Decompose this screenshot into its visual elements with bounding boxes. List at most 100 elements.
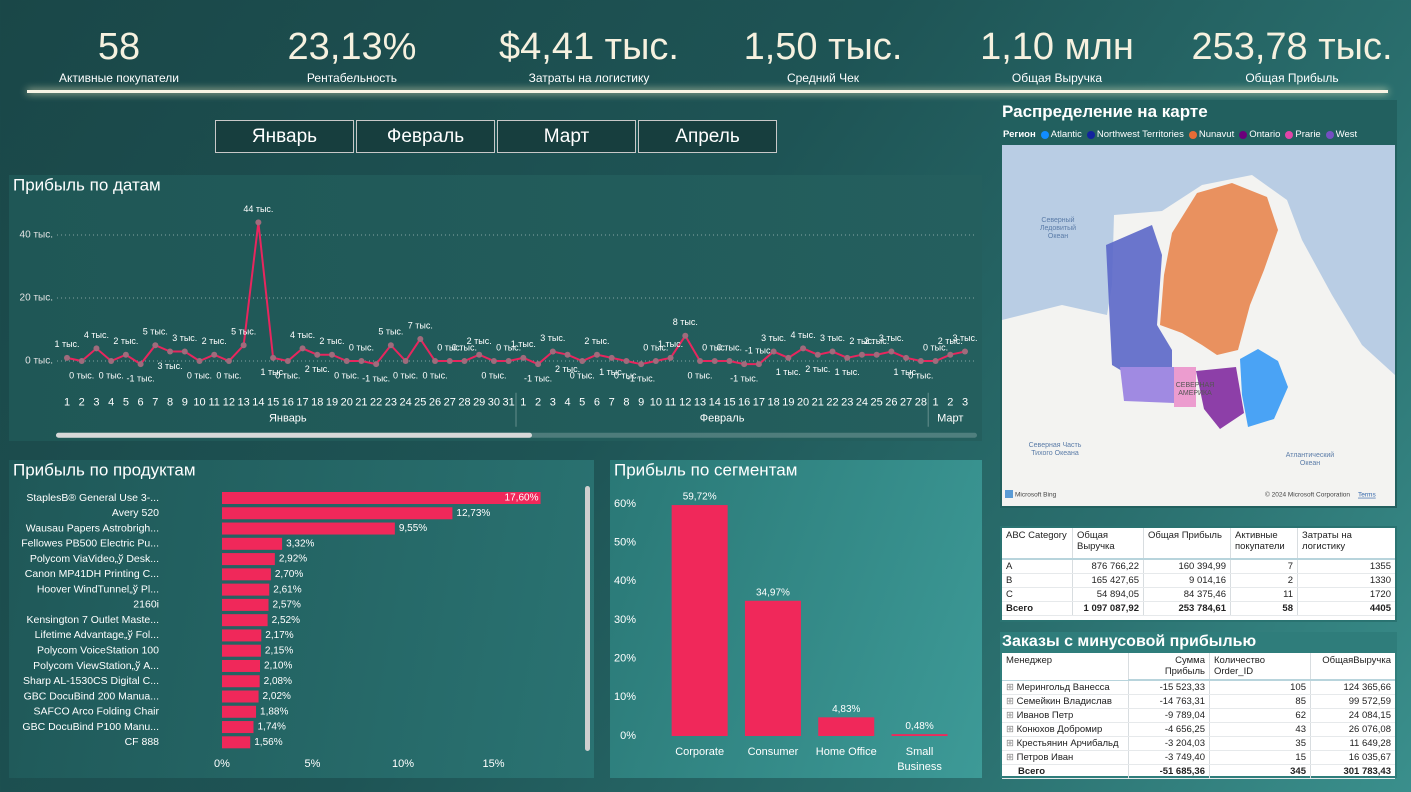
y-tick-label: GBC DocuBind 200 Manua...: [24, 690, 159, 702]
column-header[interactable]: Количество Order_ID: [1209, 653, 1311, 681]
month-button[interactable]: Март: [497, 120, 636, 153]
x-group-label: Февраль: [700, 413, 745, 425]
x-tick-label: 18: [311, 397, 323, 409]
table-cell: Семейкин Владислав: [1002, 694, 1129, 709]
table-cell: -9 789,04: [1128, 708, 1210, 723]
column-header[interactable]: ОбщаяВыручка: [1310, 653, 1395, 681]
scroll-thumb[interactable]: [56, 432, 532, 438]
y-tick-label: 0%: [620, 730, 636, 742]
column-header[interactable]: Общая Прибыль: [1143, 528, 1231, 560]
point: [505, 358, 512, 364]
x-tick-label: 7: [609, 397, 615, 409]
x-tick-label: 1: [64, 397, 70, 409]
data-label: 0 тыс.: [393, 370, 418, 380]
data-label: 8 тыс.: [673, 317, 698, 327]
data-label: -1 тыс.: [627, 374, 655, 384]
table-cell: 1355: [1297, 559, 1395, 574]
kpi-card: 23,13% Рентабельность: [232, 0, 472, 95]
y-tick-label: StaplesВ® General Use 3-...: [26, 492, 159, 504]
data-label: 1 тыс.: [835, 367, 860, 377]
bar: [891, 734, 948, 736]
table-cell: 99 572,59: [1310, 694, 1395, 709]
point: [579, 358, 586, 364]
month-button[interactable]: Январь: [215, 120, 354, 153]
x-tick-label: 25: [871, 397, 883, 409]
data-label: -1 тыс.: [745, 346, 773, 356]
point: [741, 361, 748, 368]
y-tick-label: CF 888: [125, 736, 160, 748]
legend-item: Nunavut: [1188, 129, 1234, 140]
table-cell: 2: [1230, 573, 1298, 588]
kpi-card: 58 Активные покупатели: [0, 0, 239, 95]
map-terms[interactable]: Terms: [1358, 492, 1376, 499]
scrollbar[interactable]: [585, 486, 590, 751]
x-tick-label: 17: [753, 397, 765, 409]
x-tick-label: 16: [282, 397, 294, 409]
kpi-row: 58 Активные покупатели 23,13% Рентабельност…: [0, 0, 1411, 100]
table-cell: 1330: [1297, 573, 1395, 588]
segments-chart: Прибыль по сегментам 0% 10% 20% 30% 40% 50% 60%…: [614, 460, 948, 773]
bar: [222, 614, 268, 627]
column-header[interactable]: Активные покупатели: [1230, 528, 1298, 560]
column-header[interactable]: Сумма Прибыль: [1128, 653, 1210, 681]
x-tick-label: 12: [679, 397, 691, 409]
x-tick-label: 22: [370, 397, 382, 409]
x-tick-label: 24: [856, 397, 868, 409]
data-label: 0 тыс.: [702, 342, 727, 352]
table-cell: 85: [1209, 694, 1311, 709]
x-tick-label: 13: [694, 397, 706, 409]
data-label: 0 тыс.: [481, 370, 506, 380]
x-tick-label: 10%: [392, 758, 414, 770]
x-tick-label: 11: [209, 397, 220, 409]
table-cell: -4 656,25: [1128, 722, 1210, 737]
point: [903, 354, 910, 361]
point: [181, 348, 188, 355]
data-label: 1 тыс.: [54, 339, 79, 349]
data-label: 0 тыс.: [717, 342, 742, 352]
month-button[interactable]: Февраль: [356, 120, 495, 153]
point: [270, 354, 277, 361]
table-cell: 54 894,05: [1072, 587, 1144, 602]
data-label: 2,52%: [272, 615, 300, 626]
legend-dot: [1285, 130, 1294, 139]
bar: [222, 583, 270, 596]
data-label: 5 тыс.: [378, 327, 403, 337]
x-tick-label: 9: [182, 397, 188, 409]
x-tick-label: 16: [738, 397, 750, 409]
x-group-label: Март: [937, 413, 963, 425]
x-tick-label: 21: [355, 397, 367, 409]
bar: [222, 522, 395, 535]
data-label: 1 тыс.: [599, 367, 624, 377]
data-label: 1,56%: [254, 737, 282, 748]
column-header[interactable]: Затраты на логистику: [1297, 528, 1395, 560]
column-header[interactable]: ABC Category: [1002, 528, 1073, 560]
x-tick-label: 28: [458, 397, 470, 409]
data-label: 2,61%: [273, 584, 301, 595]
table-row: A 876 766,22 160 394,99 7 1355: [1002, 559, 1395, 574]
point: [844, 354, 851, 361]
table-cell: -14 763,31: [1128, 694, 1210, 709]
x-tick-label: 12: [223, 397, 235, 409]
point: [755, 361, 762, 368]
x-tick-label: 8: [623, 397, 629, 409]
column-header[interactable]: Менеджер: [1002, 653, 1129, 681]
kpi-value: 58: [97, 26, 141, 68]
bar: [818, 717, 875, 736]
column-header[interactable]: Общая Выручка: [1072, 528, 1144, 560]
region-west: [1120, 367, 1174, 403]
x-tick-label: 27: [444, 397, 456, 409]
kpi-label: Затраты на логистику: [528, 71, 650, 85]
bar: [222, 492, 541, 504]
point: [549, 348, 556, 355]
x-tick-label: 19: [782, 397, 794, 409]
legend-dot: [1239, 130, 1248, 139]
legend-title: Регион: [1003, 129, 1036, 140]
y-tick-label: Wausau Papers Astrobrigh...: [26, 522, 159, 534]
legend-label: Northwest Territories: [1096, 129, 1184, 140]
month-button[interactable]: Апрель: [638, 120, 777, 153]
table-cell: 15: [1209, 750, 1311, 765]
data-label: 0 тыс.: [496, 342, 521, 352]
x-tick-label: 6: [594, 397, 600, 409]
table-cell: 345: [1209, 764, 1311, 779]
data-label: 4 тыс.: [791, 330, 816, 340]
